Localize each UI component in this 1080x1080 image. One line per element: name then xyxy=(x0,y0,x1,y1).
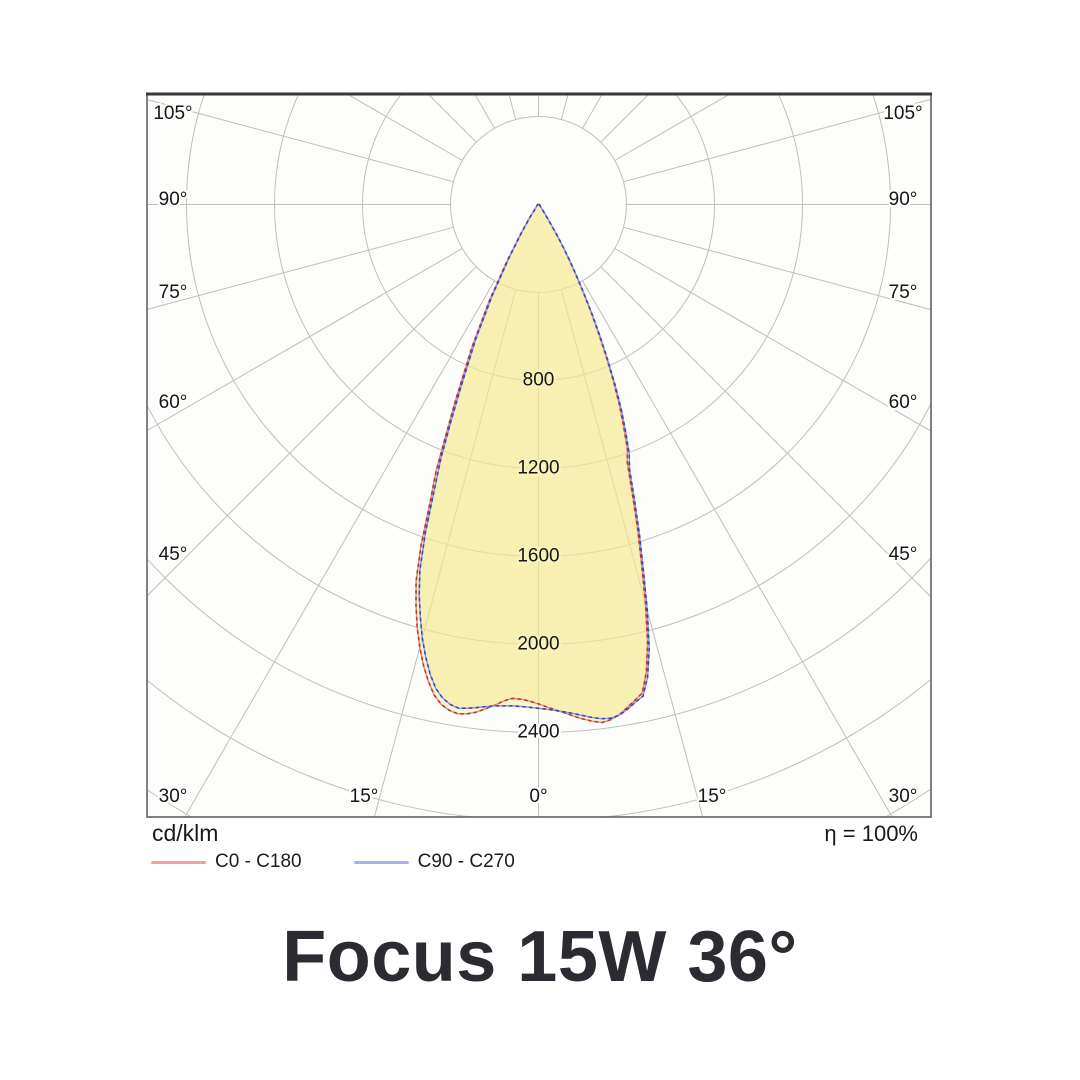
beam-fill xyxy=(419,204,650,719)
curve-markers-c90-c270 xyxy=(418,203,651,720)
grid-ray xyxy=(147,99,454,183)
grid-label: 2000 xyxy=(517,634,559,655)
grid-ray xyxy=(147,226,454,310)
series-c90-c270-swatch xyxy=(353,860,409,864)
grid-label: 1600 xyxy=(517,546,559,567)
grid-ray xyxy=(184,280,495,817)
efficiency-label: η = 100% xyxy=(824,821,918,846)
grid-label: 75° xyxy=(889,282,918,303)
series-c90-c270-label: C90 - C270 xyxy=(417,851,515,872)
grid-label: 0° xyxy=(529,786,547,807)
radial-unit-label: cd/klm xyxy=(152,820,219,846)
grid-label: 75° xyxy=(159,282,188,303)
grid-label: 105° xyxy=(883,103,922,124)
legend: C0 - C180 C90 - C270 xyxy=(151,849,515,875)
grid-ray xyxy=(373,289,517,817)
grid-label: 45° xyxy=(159,544,188,565)
series-c0-c180-label: C0 - C180 xyxy=(215,851,302,872)
grid-label: 45° xyxy=(889,544,918,565)
product-title: Focus 15W 36° xyxy=(282,917,798,997)
grid-ray xyxy=(560,289,704,817)
beam-fill xyxy=(416,204,648,723)
grid-ray xyxy=(614,248,931,432)
grid-ray xyxy=(600,266,931,598)
grid-ray xyxy=(623,98,931,183)
grid-label: 90° xyxy=(159,189,188,210)
grid-label: 15° xyxy=(698,786,727,807)
grid-labels: 800 1200 1600 2000 2400 30° 30° 45° 45° 60° 60° 75°… xyxy=(151,101,925,810)
grid-label: 30° xyxy=(159,786,188,807)
grid-label: 800 xyxy=(523,370,555,391)
grid-ray xyxy=(147,266,477,597)
grid-ray xyxy=(623,226,931,311)
grid-label: 1200 xyxy=(517,458,559,479)
grid-ray xyxy=(582,280,893,817)
grid-label: 60° xyxy=(889,392,918,413)
grid-label: 105° xyxy=(153,103,192,124)
grid-label: 15° xyxy=(350,786,379,807)
grid-label: 60° xyxy=(159,392,188,413)
grid-ray xyxy=(147,248,463,432)
series-c0-c180-swatch xyxy=(151,860,206,864)
grid-label: 90° xyxy=(889,189,918,210)
grid-label: 30° xyxy=(889,786,918,807)
grid-label: 2400 xyxy=(517,722,559,743)
